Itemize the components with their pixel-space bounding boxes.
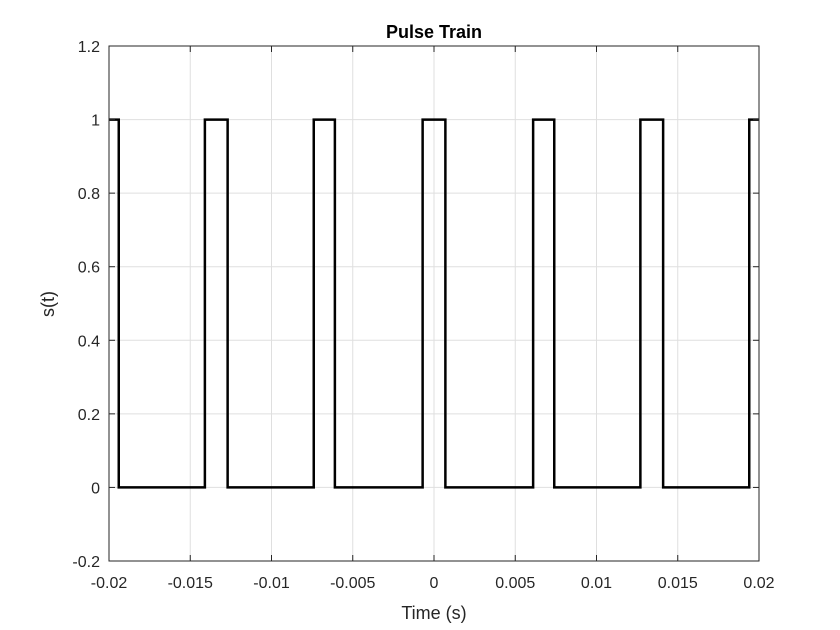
x-tick-label: -0.02 <box>91 575 128 592</box>
label-layer: -0.02 -0.015 -0.01 -0.005 0 0.005 0.01 0.015 0.0… <box>72 39 774 592</box>
x-tick-label: -0.005 <box>330 575 375 592</box>
x-axis-label: Time (s) <box>401 603 466 623</box>
x-tick-label: -0.015 <box>168 575 213 592</box>
y-axis-label: s(t) <box>38 291 58 317</box>
x-tick-label: 0.015 <box>658 575 698 592</box>
series-line <box>109 118 759 489</box>
x-tick-label: 0.01 <box>581 575 612 592</box>
x-tick-label: 0.005 <box>495 575 535 592</box>
x-tick-label: 0 <box>430 575 439 592</box>
y-tick-label: 0.8 <box>78 186 100 203</box>
x-tick-label: -0.01 <box>253 575 290 592</box>
y-tick-label: 0.6 <box>78 260 100 277</box>
chart-title: Pulse Train <box>386 22 482 42</box>
y-tick-label: 1.2 <box>78 39 100 56</box>
y-tick-label: 0.4 <box>78 333 100 350</box>
y-tick-label: 1 <box>91 113 100 130</box>
x-tick-label: 0.02 <box>743 575 774 592</box>
series-layer <box>109 118 759 489</box>
y-tick-label: 0 <box>91 480 100 497</box>
tick-layer <box>108 45 760 562</box>
y-tick-label: 0.2 <box>78 407 100 424</box>
y-tick-label: -0.2 <box>72 554 100 571</box>
